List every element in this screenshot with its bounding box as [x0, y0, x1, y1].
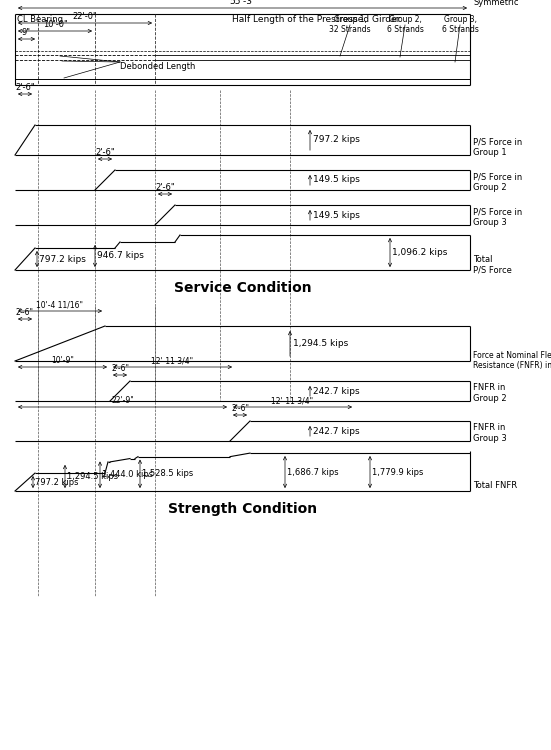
Text: 1,096.2 kips: 1,096.2 kips	[392, 248, 447, 257]
Text: P/S Force in
Group 2: P/S Force in Group 2	[473, 172, 522, 192]
Text: 2'-6": 2'-6"	[15, 83, 35, 92]
Text: 12'-11 3/4": 12'-11 3/4"	[272, 396, 314, 405]
Text: Total FNFR: Total FNFR	[473, 482, 517, 490]
Text: P/S Force in
Group 3: P/S Force in Group 3	[473, 207, 522, 226]
Text: Half Length of the Prestressed Girder: Half Length of the Prestressed Girder	[233, 15, 401, 24]
Text: 946.7 kips: 946.7 kips	[97, 251, 144, 260]
Text: 1,444.0 kips: 1,444.0 kips	[102, 470, 153, 479]
Text: CL Bearing: CL Bearing	[17, 15, 63, 24]
Text: Strength Condition: Strength Condition	[168, 502, 317, 516]
Text: 1,779.9 kips: 1,779.9 kips	[372, 467, 423, 476]
Text: 2'-6": 2'-6"	[95, 148, 115, 157]
Text: 2'-6": 2'-6"	[155, 183, 175, 192]
Text: 242.7 kips: 242.7 kips	[313, 386, 360, 395]
Text: 1,294.5 kips: 1,294.5 kips	[293, 339, 348, 348]
Text: Group 2,
6 Strands: Group 2, 6 Strands	[387, 15, 423, 34]
Text: 242.7 kips: 242.7 kips	[313, 427, 360, 436]
Text: FNFR in
Group 2: FNFR in Group 2	[473, 383, 506, 403]
Text: 1,294.5 kips: 1,294.5 kips	[67, 472, 118, 481]
Text: Group 3,
6 Strands: Group 3, 6 Strands	[441, 15, 478, 34]
Text: Force at Nominal Flexural
Resistance (FNFR) in Group 1: Force at Nominal Flexural Resistance (FN…	[473, 351, 551, 370]
Text: Group 1,
32 Strands: Group 1, 32 Strands	[329, 15, 371, 34]
Text: 797.2 kips: 797.2 kips	[39, 254, 86, 263]
Text: 12'-11 3/4": 12'-11 3/4"	[152, 356, 193, 365]
Text: 10'-4 11/16": 10'-4 11/16"	[36, 300, 84, 309]
Text: Symmetric: Symmetric	[474, 0, 520, 7]
Text: Debonded Length: Debonded Length	[120, 62, 196, 71]
Text: 1,528.5 kips: 1,528.5 kips	[142, 470, 193, 478]
Text: 797.2 kips: 797.2 kips	[35, 478, 78, 487]
Text: FNFR in
Group 3: FNFR in Group 3	[473, 423, 507, 442]
Text: 2'-6": 2'-6"	[16, 308, 34, 317]
Text: 22'-9": 22'-9"	[111, 396, 134, 405]
Text: Service Condition: Service Condition	[174, 281, 311, 295]
Text: 55'-3": 55'-3"	[229, 0, 256, 6]
Text: 10'-0": 10'-0"	[42, 20, 67, 29]
Text: 22'-0": 22'-0"	[73, 12, 98, 21]
Text: 1,686.7 kips: 1,686.7 kips	[287, 467, 339, 476]
Text: 9": 9"	[22, 28, 31, 37]
Text: 2'-6": 2'-6"	[111, 364, 129, 373]
Text: 797.2 kips: 797.2 kips	[313, 136, 360, 145]
Text: P/S Force in
Group 1: P/S Force in Group 1	[473, 137, 522, 157]
Text: 149.5 kips: 149.5 kips	[313, 211, 360, 220]
Text: 149.5 kips: 149.5 kips	[313, 176, 360, 184]
Text: 2'-6": 2'-6"	[231, 404, 249, 413]
Text: Total
P/S Force: Total P/S Force	[473, 255, 512, 274]
Text: 10'-9": 10'-9"	[51, 356, 74, 365]
